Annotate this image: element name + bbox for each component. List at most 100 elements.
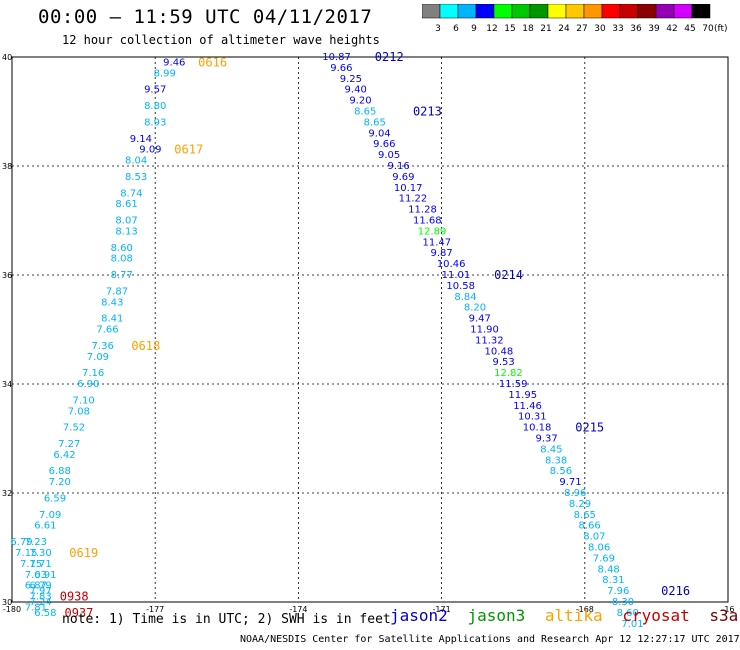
wave-height-value: 7.03	[25, 570, 47, 581]
wave-height-value: 8.07	[115, 216, 137, 227]
wave-height-value: 6.59	[44, 493, 66, 504]
colorbar-label: 21	[540, 24, 551, 34]
colorbar-label: 36	[630, 24, 642, 34]
colorbar-label: 45	[684, 24, 695, 34]
wave-height-value: 11.47	[423, 237, 452, 248]
wave-height-value: 7.97	[30, 586, 52, 597]
wave-height-value: 9.66	[330, 63, 352, 74]
y-tick-label: 32	[2, 489, 12, 498]
x-tick-label: -168	[576, 605, 594, 614]
wave-height-value: 8.45	[540, 444, 562, 455]
wave-height-colorbar: 3 6 9 12 15 18 21 24 27 30 33 36 39 42 45 70 (ft)	[422, 4, 728, 34]
wave-height-value: 8.84	[454, 292, 476, 303]
wave-height-value: 8.65	[574, 510, 596, 521]
wave-height-value: 10.46	[437, 259, 466, 270]
wave-height-value: 8.38	[545, 455, 567, 466]
wave-height-value: 7.81	[25, 602, 47, 613]
y-tick-label: 38	[2, 162, 12, 171]
wave-height-value: 9.09	[139, 145, 161, 156]
wave-height-value: 7.96	[607, 586, 629, 597]
wave-height-value: 7.87	[106, 286, 128, 297]
wave-height-value: 8.31	[602, 575, 624, 586]
wave-height-value: 9.66	[373, 139, 395, 150]
wave-height-value: 11.01	[442, 270, 471, 281]
map-title: 00:00 – 11:59 UTC 04/11/2017	[38, 6, 373, 28]
wave-height-value: 7.30	[30, 548, 52, 559]
wave-height-value: 8.29	[569, 499, 591, 510]
wave-height-value: 7.66	[96, 325, 118, 336]
pass-time-label: 0617	[174, 143, 203, 157]
wave-height-value: 8.13	[115, 226, 137, 237]
colorbar-label: 9	[471, 24, 477, 34]
wave-height-value: 8.56	[550, 466, 572, 477]
wave-height-value: 8.80	[144, 101, 166, 112]
pass-time-label: 0616	[198, 55, 227, 69]
wave-height-value: 7.69	[593, 553, 615, 564]
wave-height-value: 12.89	[418, 226, 447, 237]
wave-height-value: 9.37	[535, 434, 557, 445]
wave-height-value: 9.25	[340, 74, 362, 85]
colorbar-swatch	[691, 4, 711, 19]
wave-height-value: 11.22	[399, 194, 428, 205]
wave-height-value: 12.82	[494, 368, 523, 379]
wave-height-value: 6.88	[49, 466, 71, 477]
x-tick-label: -180	[3, 605, 21, 614]
wave-height-value: 9.05	[378, 150, 400, 161]
wave-height-value: 9.20	[349, 96, 371, 107]
pass-time-label: 0216	[661, 584, 690, 598]
pass-time-label: 0619	[69, 546, 98, 560]
wave-height-value: 8.74	[120, 188, 142, 199]
wave-height-value: 6.79	[10, 537, 32, 548]
colorbar-label: 12	[486, 24, 497, 34]
y-tick-label: 40	[2, 53, 12, 62]
colorbar-label: 15	[504, 24, 515, 34]
wave-height-value: 7.23	[25, 537, 47, 548]
wave-height-value: 6.42	[53, 450, 75, 461]
wave-height-value: 8.93	[144, 117, 166, 128]
colorbar-label: 18	[522, 24, 534, 34]
wave-height-value: 9.16	[388, 161, 410, 172]
legend-altika: altika	[544, 606, 603, 625]
wave-height-value: 7.16	[82, 368, 104, 379]
wave-height-value: 9.40	[345, 85, 367, 96]
wave-height-value: 9.53	[493, 357, 515, 368]
legend-cryosat: cryosat	[622, 606, 690, 625]
wave-height-value: 9.04	[368, 128, 390, 139]
wave-height-value: 7.83	[30, 592, 52, 603]
colorbar-label: 30	[594, 24, 606, 34]
wave-height-value: 8.07	[583, 532, 605, 543]
wave-height-value: 7.15	[15, 548, 37, 559]
wave-height-value: 11.32	[475, 335, 504, 346]
wave-height-value: 10.17	[394, 183, 423, 194]
wave-height-value: 6.61	[34, 521, 56, 532]
wave-height-value: 7.36	[92, 341, 114, 352]
wave-height-value: 11.68	[413, 216, 442, 227]
x-tick-label: -171	[433, 605, 451, 614]
y-tick-label: 36	[2, 271, 12, 280]
wave-height-value: 8.60	[111, 243, 133, 254]
colorbar-label: 33	[612, 24, 623, 34]
wave-height-value: 11.28	[408, 205, 437, 216]
map-frame	[11, 56, 729, 603]
wave-height-value: 8.65	[364, 117, 386, 128]
wave-height-value: 8.77	[111, 270, 133, 281]
wave-height-value: 7.09	[87, 352, 109, 363]
wave-height-value: 10.48	[485, 346, 514, 357]
wave-height-value: 9.69	[392, 172, 414, 183]
colorbar-label: 3	[435, 24, 441, 34]
wave-height-value: 8.43	[101, 297, 123, 308]
colorbar-label: 27	[576, 24, 587, 34]
legend-jason3: jason3	[467, 606, 526, 625]
wave-height-value: 7.52	[63, 423, 85, 434]
wave-height-value: 7.01	[621, 619, 643, 630]
footer-note: note: 1) Time is in UTC; 2) SWH is in fe…	[62, 612, 391, 627]
wave-height-value: 6.79	[30, 581, 52, 592]
pass-time-label: 0618	[131, 339, 160, 353]
pass-time-label: 0212	[375, 50, 404, 64]
wave-height-value: 10.18	[523, 423, 552, 434]
pass-time-label: 0938	[60, 590, 89, 604]
x-tick-label: -16	[721, 605, 734, 614]
pass-time-label: 0215	[575, 421, 604, 435]
wave-height-value: 8.06	[588, 543, 610, 554]
wave-height-value: 7.09	[39, 510, 61, 521]
